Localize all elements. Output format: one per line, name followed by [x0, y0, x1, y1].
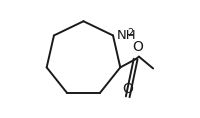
Text: O: O [122, 82, 133, 96]
Text: 2: 2 [127, 28, 133, 38]
Text: NH: NH [117, 29, 137, 42]
Text: O: O [132, 40, 143, 54]
